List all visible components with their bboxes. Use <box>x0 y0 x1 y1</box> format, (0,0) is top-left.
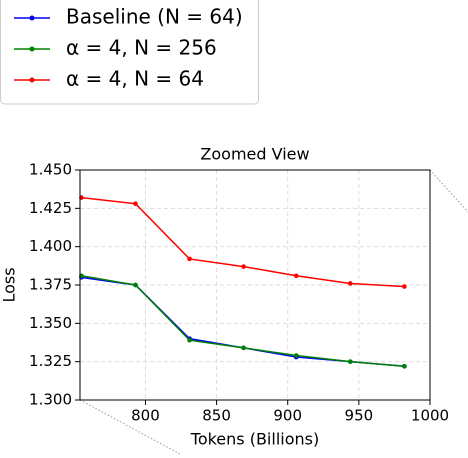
data-point <box>241 264 246 269</box>
y-tick-label: 1.400 <box>29 237 72 255</box>
legend-marker <box>29 46 35 52</box>
y-tick-label: 1.325 <box>29 352 72 370</box>
data-point <box>187 256 192 262</box>
data-point <box>348 281 353 286</box>
data-point <box>402 363 407 369</box>
data-point <box>133 201 138 207</box>
data-point <box>293 353 299 358</box>
data-point <box>187 337 192 343</box>
y-tick-label: 1.425 <box>29 199 72 217</box>
legend-box <box>0 0 259 105</box>
y-tick-label: 1.375 <box>29 276 72 294</box>
legend-label: α = 4, N = 64 <box>66 67 204 91</box>
y-tick-label: 1.350 <box>29 314 72 332</box>
data-point <box>241 345 246 351</box>
x-tick-label: 800 <box>131 407 160 425</box>
y-tick-label: 1.450 <box>29 161 72 179</box>
legend-label: Baseline (N = 64) <box>66 5 243 29</box>
x-tick-label: 1000 <box>411 407 449 425</box>
x-tick-label: 900 <box>273 407 302 425</box>
legend-marker <box>29 15 35 21</box>
data-point <box>293 273 299 279</box>
x-tick-label: 850 <box>202 407 231 425</box>
data-point <box>402 284 407 289</box>
legend-label: α = 4, N = 256 <box>66 36 217 60</box>
data-point <box>348 359 353 364</box>
data-point <box>133 282 138 288</box>
zoom-connector <box>79 399 181 455</box>
zoom-connector <box>429 169 468 213</box>
x-tick-label: 950 <box>345 407 374 425</box>
y-axis-label: Loss <box>0 267 19 302</box>
x-axis-label: Tokens (Billions) <box>190 430 319 449</box>
y-tick-label: 1.300 <box>29 391 72 409</box>
legend-marker <box>29 77 35 83</box>
chart-title: Zoomed View <box>200 145 309 164</box>
